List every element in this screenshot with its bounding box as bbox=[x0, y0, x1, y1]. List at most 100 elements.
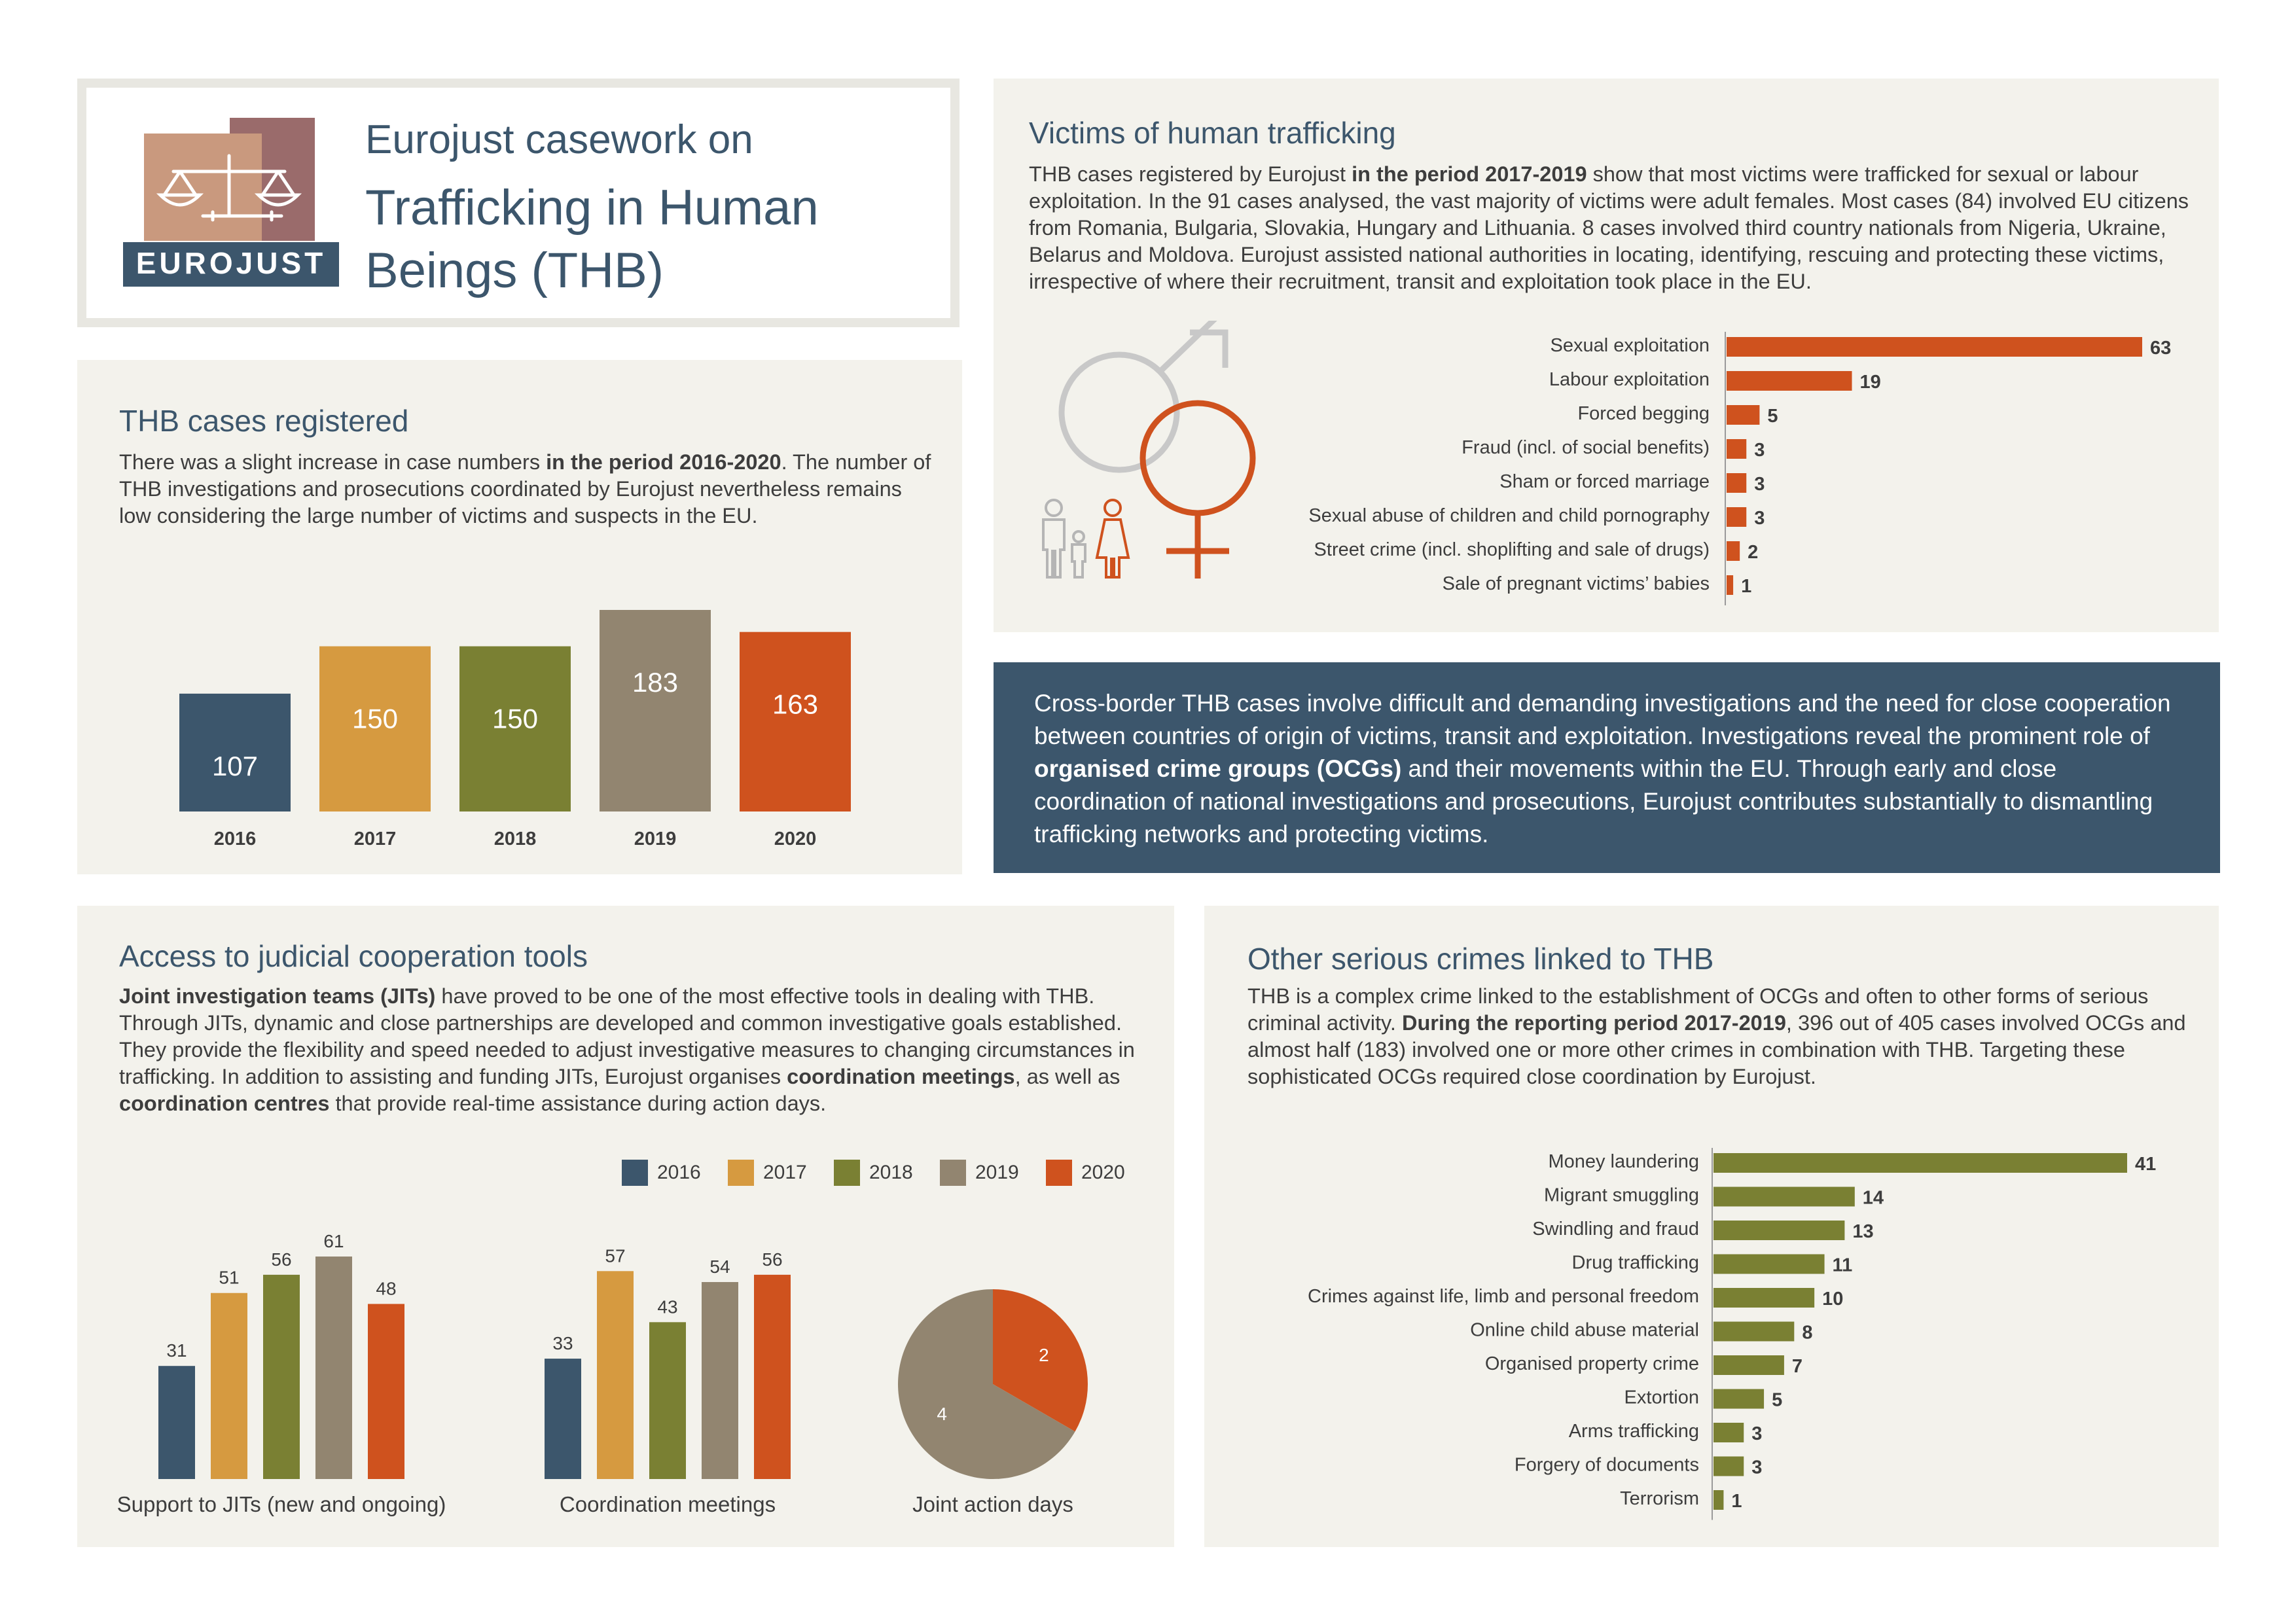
cases-year-label: 2019 bbox=[634, 829, 677, 849]
legend-item-2020: 2020 bbox=[1046, 1158, 1125, 1187]
legend-label-2020: 2020 bbox=[1081, 1162, 1125, 1183]
victims-value-label: 3 bbox=[1754, 440, 1765, 461]
victims-value-label: 1 bbox=[1741, 576, 1751, 597]
crimes-bar bbox=[1713, 1221, 1845, 1240]
cases-bar-2018 bbox=[459, 646, 571, 812]
victims-value-label: 3 bbox=[1754, 508, 1765, 529]
victims-category-label: Sexual abuse of children and child porno… bbox=[1308, 505, 1710, 526]
crimes-bar bbox=[1713, 1490, 1724, 1510]
crimes-bar bbox=[1713, 1389, 1765, 1409]
tools-value-label: 61 bbox=[323, 1231, 344, 1251]
crimes-value-label: 10 bbox=[1822, 1289, 1843, 1310]
tools-value-label: 51 bbox=[219, 1268, 239, 1288]
legend-label-2016: 2016 bbox=[657, 1162, 701, 1183]
crimes-title: Other serious crimes linked to THB bbox=[1247, 942, 1714, 976]
crimes-category-label: Organised property crime bbox=[1485, 1353, 1699, 1374]
callout-text: Cross-border THB cases involve difficult… bbox=[1034, 687, 2193, 851]
crimes-value-label: 14 bbox=[1863, 1188, 1884, 1209]
tools-value-label: 56 bbox=[762, 1249, 782, 1270]
tools-value-label: 43 bbox=[657, 1296, 677, 1317]
tools-bar-2018 bbox=[649, 1322, 686, 1479]
tools-bar-2020 bbox=[368, 1304, 404, 1479]
tools-bar-2016 bbox=[545, 1359, 581, 1479]
cases-year-label: 2016 bbox=[214, 829, 257, 849]
victims-bar bbox=[1727, 473, 1747, 493]
header-title-line1: Eurojust casework on bbox=[365, 117, 753, 162]
tools-bar-2020 bbox=[754, 1274, 791, 1479]
crimes-bar bbox=[1713, 1153, 2127, 1173]
victims-value-label: 2 bbox=[1748, 542, 1758, 563]
crimes-chart: Money laundering 41 Migrant smuggling 14 Swi… bbox=[1308, 1148, 2156, 1520]
callout-text-c: and their movements within the EU. Throu… bbox=[1034, 755, 2153, 847]
tools-value-label: 56 bbox=[271, 1249, 291, 1270]
cases-text-c: . The number of THB investigations and p… bbox=[119, 450, 931, 527]
victims-value-label: 3 bbox=[1754, 474, 1765, 495]
tools-bar-2019 bbox=[702, 1282, 738, 1479]
victims-bar bbox=[1727, 575, 1734, 595]
victims-bar bbox=[1727, 371, 1852, 391]
tools-legend: 2016 2017 2018 2019 2020 bbox=[622, 1158, 1132, 1187]
crimes-bar bbox=[1713, 1321, 1795, 1342]
crimes-text-b: During the reporting period 2017-2019 bbox=[1401, 1011, 1786, 1035]
crimes-bar bbox=[1713, 1355, 1784, 1375]
victims-bar bbox=[1727, 541, 1740, 561]
eurojust-logo: EUROJUST bbox=[123, 118, 339, 287]
gender-symbols-illustration bbox=[1042, 321, 1256, 579]
victims-category-label: Labour exploitation bbox=[1549, 369, 1710, 390]
victims-text-c: show that most victims were trafficked f… bbox=[1029, 162, 2189, 293]
crimes-category-label: Money laundering bbox=[1548, 1151, 1699, 1172]
tools-bar-2017 bbox=[211, 1293, 247, 1479]
crimes-bar bbox=[1713, 1423, 1744, 1442]
crimes-value-label: 8 bbox=[1802, 1323, 1812, 1344]
legend-label-2019: 2019 bbox=[975, 1162, 1019, 1183]
tools-value-label: 57 bbox=[605, 1245, 625, 1266]
legend-swatch-2018 bbox=[834, 1160, 860, 1186]
crimes-category-label: Online child abuse material bbox=[1470, 1320, 1699, 1341]
tools-group-label: Coordination meetings bbox=[560, 1492, 776, 1516]
crimes-bar bbox=[1713, 1456, 1744, 1476]
victims-title: Victims of human trafficking bbox=[1029, 116, 1396, 150]
tools-bar-2018 bbox=[263, 1274, 300, 1479]
crimes-value-label: 11 bbox=[1833, 1255, 1853, 1276]
victims-text-b: in the period 2017-2019 bbox=[1352, 162, 1587, 186]
crimes-category-label: Forgery of documents bbox=[1515, 1455, 1699, 1476]
cases-year-label: 2018 bbox=[494, 829, 537, 849]
victims-category-label: Sham or forced marriage bbox=[1499, 471, 1710, 492]
tools-group-label: Support to JITs (new and ongoing) bbox=[117, 1492, 446, 1516]
cases-bar-2020 bbox=[740, 632, 851, 812]
tools-value-label: 33 bbox=[552, 1333, 573, 1353]
cases-value-label: 183 bbox=[632, 667, 678, 698]
crimes-category-label: Extortion bbox=[1624, 1387, 1699, 1408]
victims-bar bbox=[1727, 405, 1760, 425]
tools-text-b2: coordination meetings bbox=[787, 1065, 1015, 1088]
crimes-category-label: Swindling and fraud bbox=[1532, 1219, 1699, 1240]
victims-bar bbox=[1727, 439, 1747, 459]
victims-category-label: Street crime (incl. shoplifting and sale… bbox=[1314, 539, 1710, 560]
legend-swatch-2019 bbox=[940, 1160, 966, 1186]
crimes-value-label: 3 bbox=[1751, 1423, 1762, 1444]
callout-text-b: organised crime groups (OCGs) bbox=[1034, 755, 1402, 782]
crimes-value-label: 41 bbox=[2135, 1154, 2156, 1175]
tools-text-2: , as well as bbox=[1014, 1065, 1121, 1088]
tools-value-label: 54 bbox=[709, 1257, 730, 1277]
scales-icon bbox=[156, 154, 302, 222]
legend-item-2018: 2018 bbox=[834, 1158, 913, 1187]
crimes-bar bbox=[1713, 1254, 1825, 1274]
cases-text-b: in the period 2016-2020 bbox=[546, 450, 781, 474]
victims-value-label: 63 bbox=[2150, 338, 2171, 359]
victims-text: THB cases registered by Eurojust in the … bbox=[1029, 161, 2194, 295]
cases-value-label: 150 bbox=[492, 704, 538, 734]
cases-value-label: 107 bbox=[212, 751, 258, 781]
victims-value-label: 5 bbox=[1767, 406, 1778, 427]
crimes-bar bbox=[1713, 1288, 1815, 1308]
legend-item-2019: 2019 bbox=[940, 1158, 1019, 1187]
crimes-category-label: Crimes against life, limb and personal f… bbox=[1308, 1286, 1699, 1307]
crimes-category-label: Arms trafficking bbox=[1569, 1421, 1699, 1442]
cases-value-label: 163 bbox=[772, 689, 818, 720]
cases-value-label: 150 bbox=[352, 704, 398, 734]
victims-category-label: Sexual exploitation bbox=[1551, 335, 1710, 356]
tools-title: Access to judicial cooperation tools bbox=[119, 939, 588, 973]
cases-title: THB cases registered bbox=[119, 404, 409, 438]
crimes-value-label: 3 bbox=[1751, 1457, 1762, 1478]
tools-value-label: 31 bbox=[166, 1340, 187, 1361]
